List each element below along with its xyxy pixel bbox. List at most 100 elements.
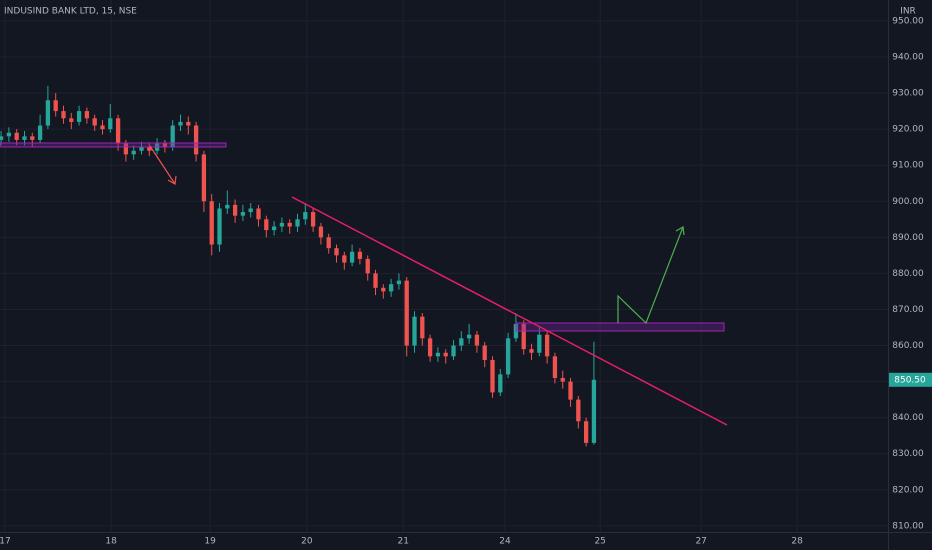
x-tick-label: 24 bbox=[499, 537, 511, 547]
trend-line bbox=[291, 196, 728, 426]
candle-body bbox=[256, 208, 261, 220]
y-tick-label: 930.00 bbox=[892, 89, 924, 99]
grid bbox=[0, 0, 888, 532]
down-arrow bbox=[149, 145, 177, 185]
y-tick-label: 830.00 bbox=[892, 449, 924, 459]
candle-body bbox=[388, 284, 394, 292]
chart-title: INDUSIND BANK LTD, 15, NSE bbox=[4, 7, 137, 17]
candle-body bbox=[92, 118, 97, 126]
last-price-label: 850.50 bbox=[894, 375, 926, 385]
candle-body bbox=[115, 118, 121, 144]
candle-body bbox=[576, 399, 581, 422]
candle-body bbox=[193, 125, 199, 155]
x-tick-label: 17 bbox=[0, 537, 11, 547]
candle-body bbox=[279, 222, 285, 227]
support-zone bbox=[0, 142, 227, 148]
candle-body bbox=[427, 338, 433, 357]
candle-body bbox=[482, 345, 487, 360]
x-tick-label: 20 bbox=[301, 537, 313, 547]
currency-label: INR bbox=[900, 7, 916, 17]
candle-body bbox=[474, 334, 480, 346]
candle-body bbox=[30, 136, 35, 140]
x-tick-label: 21 bbox=[397, 537, 408, 547]
candle-body bbox=[529, 349, 534, 353]
candle-body bbox=[396, 280, 402, 285]
candle-body bbox=[412, 316, 417, 346]
candle-body bbox=[14, 132, 19, 140]
axes: 950.00 940.00 930.00 920.00 910.00 900.00 890.… bbox=[0, 16, 932, 547]
candle-body bbox=[303, 212, 308, 220]
y-tick-label: 920.00 bbox=[892, 125, 924, 135]
candles bbox=[0, 85, 597, 447]
candle-body bbox=[326, 237, 331, 249]
candle-body bbox=[295, 219, 300, 227]
x-tick-label: 19 bbox=[204, 537, 216, 547]
candle-body bbox=[123, 143, 129, 155]
candle-body bbox=[505, 338, 511, 375]
candle-body bbox=[459, 338, 464, 346]
candle-body bbox=[310, 212, 316, 227]
candle-body bbox=[591, 379, 597, 443]
candle-body bbox=[443, 352, 448, 357]
y-tick-label: 940.00 bbox=[892, 52, 924, 62]
up-arrow bbox=[617, 226, 685, 325]
candle-body bbox=[6, 132, 12, 137]
candle-body bbox=[365, 258, 370, 274]
resistance-zone bbox=[515, 322, 725, 332]
candle-body bbox=[108, 118, 113, 130]
candle-body bbox=[537, 334, 542, 353]
candle-body bbox=[232, 204, 238, 216]
candle-body bbox=[225, 204, 230, 209]
candle-body bbox=[53, 100, 58, 112]
candle-body bbox=[544, 334, 550, 357]
candle-body bbox=[318, 226, 324, 238]
candle-body bbox=[76, 111, 82, 122]
candle-body bbox=[451, 345, 456, 357]
x-tick-label: 18 bbox=[105, 537, 117, 547]
candle-body bbox=[162, 143, 168, 148]
y-tick-label: 880.00 bbox=[892, 269, 924, 279]
y-tick-label: 950.00 bbox=[892, 16, 924, 26]
candle-body bbox=[334, 248, 339, 256]
candle-body bbox=[271, 226, 277, 231]
y-tick-label: 840.00 bbox=[892, 413, 924, 423]
y-tick-label: 890.00 bbox=[892, 233, 924, 243]
candle-body bbox=[248, 208, 253, 213]
candle-body bbox=[61, 111, 66, 119]
candle-body bbox=[521, 323, 526, 350]
candle-body bbox=[552, 356, 558, 378]
candle-body bbox=[100, 125, 105, 130]
candle-body bbox=[45, 100, 51, 126]
candle-body bbox=[0, 136, 4, 140]
x-tick-label: 27 bbox=[695, 537, 706, 547]
candle-body bbox=[147, 147, 152, 151]
candle-body bbox=[490, 359, 495, 393]
candle-body bbox=[84, 111, 90, 119]
y-tick-label: 860.00 bbox=[892, 341, 924, 351]
candle-body bbox=[342, 255, 347, 263]
candle-body bbox=[287, 222, 292, 227]
candle-body bbox=[349, 251, 355, 263]
x-tick-label: 25 bbox=[594, 537, 605, 547]
candle-body bbox=[139, 147, 144, 151]
candle-body bbox=[178, 121, 183, 126]
y-tick-label: 870.00 bbox=[892, 305, 924, 315]
candle-body bbox=[583, 421, 589, 443]
candle-body bbox=[209, 201, 214, 245]
y-tick-label: 910.00 bbox=[892, 161, 924, 171]
candle-body bbox=[420, 316, 425, 339]
candle-body bbox=[568, 381, 573, 400]
candle-body bbox=[37, 125, 43, 140]
candle-body bbox=[170, 125, 175, 148]
x-tick-label: 28 bbox=[791, 537, 803, 547]
candle-body bbox=[357, 251, 363, 259]
candle-body bbox=[240, 212, 246, 216]
candle-body bbox=[404, 280, 409, 346]
candle-body bbox=[186, 121, 191, 126]
candle-body bbox=[498, 374, 503, 393]
candle-body bbox=[264, 219, 269, 231]
candle-body bbox=[435, 352, 441, 357]
y-tick-label: 820.00 bbox=[892, 485, 924, 495]
last-price-box bbox=[889, 372, 932, 387]
